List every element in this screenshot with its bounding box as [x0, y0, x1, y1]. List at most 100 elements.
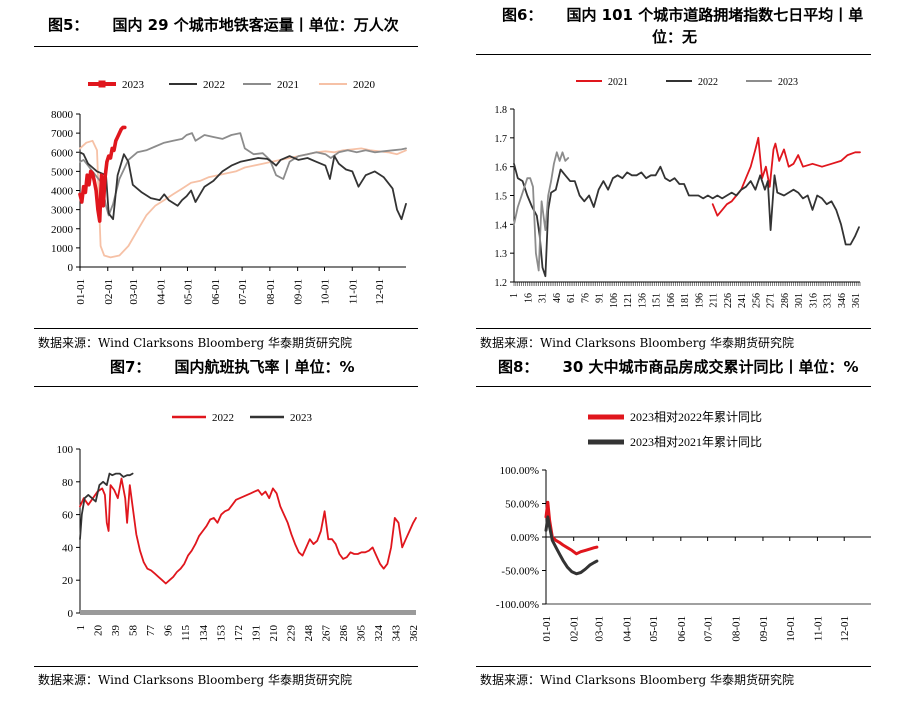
fig8-xtick-label-6: 07-01 — [703, 616, 715, 642]
fig7-xtick-label-5: 96 — [163, 625, 175, 637]
fig7-xtick-label-14: 267 — [321, 625, 333, 642]
fig7-ytick-label-2: 40 — [62, 542, 74, 554]
fig5-ytick-label-8: 8000 — [51, 109, 74, 121]
fig7-xtick-label-7: 134 — [198, 625, 210, 642]
fig5-ytick-label-6: 6000 — [51, 147, 74, 159]
fig6-xtick-label-24: 361 — [851, 293, 862, 308]
fig6-xtick-label-14: 211 — [709, 293, 720, 308]
fig7-xtick-label-17: 324 — [373, 625, 385, 642]
fig5-ytick-label-2: 2000 — [51, 224, 74, 236]
fig6-ytick-label-6: 1.8 — [495, 105, 508, 116]
fig5-legend-label-2021: 2021 — [277, 79, 299, 91]
fig5-xtick-label-0: 01-01 — [75, 279, 87, 305]
fig6-ytick-label-0: 1.2 — [495, 278, 508, 289]
fig5-legend-marker-2023 — [98, 80, 106, 88]
fig6-xtick-label-0: 1 — [509, 293, 520, 298]
fig8-ytick-label-1: -50.00% — [501, 566, 539, 578]
fig6-xtick-label-22: 331 — [823, 293, 834, 308]
fig8-legend-label-1: 2023相对2021年累计同比 — [630, 435, 762, 449]
fig7-ytick-label-3: 60 — [62, 510, 74, 522]
fig8-source: 数据来源：Wind Clarksons Bloomberg 华泰期货研究院 — [480, 673, 794, 687]
fig6-ytick-label-1: 1.3 — [495, 249, 508, 260]
fig7-xtick-label-2: 39 — [110, 625, 122, 637]
fig6-ytick-label-5: 1.7 — [495, 134, 508, 145]
fig5-top-rule — [34, 46, 418, 47]
fig6-label: 图6： — [502, 6, 543, 24]
fig6-top-rule — [476, 54, 871, 55]
fig5-xtick-label-7: 08-01 — [265, 279, 277, 305]
fig5-source: 数据来源：Wind Clarksons Bloomberg 华泰期货研究院 — [38, 336, 352, 350]
fig7-ytick-label-5: 100 — [57, 444, 74, 456]
fig8-bottom-rule — [476, 666, 871, 667]
fig5-series-2021-1 — [79, 132, 407, 217]
fig5-xtick-label-4: 05-01 — [182, 279, 194, 305]
fig6-legend-label-2022: 2022 — [698, 77, 718, 88]
fig8-xtick-label-4: 05-01 — [648, 616, 660, 642]
fig6-legend-label-2021: 2021 — [608, 77, 628, 88]
fig5-bottom-rule — [34, 328, 418, 329]
fig6-series-2023-2 — [513, 151, 570, 272]
fig6-title: 图6： 国内 101 个城市道路拥堵指数七日平均丨单 位：无 — [502, 4, 863, 48]
fig6-xtick-label-16: 241 — [737, 293, 748, 308]
fig8-xtick-label-7: 08-01 — [730, 616, 742, 642]
fig8-xtick-label-0: 01-01 — [541, 616, 553, 642]
fig7-series-2023-1 — [79, 472, 134, 541]
fig8-xtick-label-1: 02-01 — [569, 616, 581, 642]
fig5-xtick-label-6: 07-01 — [237, 279, 249, 305]
fig6-ytick-label-4: 1.6 — [495, 163, 508, 174]
fig6-title-line1: 国内 101 个城市道路拥堵指数七日平均丨单 — [566, 6, 864, 24]
fig6-xtick-label-4: 61 — [566, 293, 577, 303]
fig5-title-text: 国内 29 个城市地铁客运量丨单位：万人次 — [112, 16, 399, 34]
fig8-title-text: 30 大中城市商品房成交累计同比丨单位：% — [562, 358, 859, 376]
fig7-xtick-label-9: 172 — [233, 625, 245, 642]
fig6-xtick-label-8: 121 — [623, 293, 634, 308]
fig7-legend-label-1: 2023 — [290, 412, 313, 424]
fig7-xtick-label-1: 20 — [93, 625, 105, 637]
fig7-xtick-label-19: 362 — [408, 625, 420, 642]
fig8-series-20232021-1 — [544, 515, 599, 576]
fig5-ytick-label-3: 3000 — [51, 205, 74, 217]
fig7-bottom-rule — [34, 666, 418, 667]
fig7-xtick-label-10: 191 — [250, 625, 262, 642]
fig7-xtick-label-15: 286 — [338, 625, 350, 642]
fig8-ytick-label-2: 0.00% — [511, 532, 539, 544]
fig6-series-2022-1 — [513, 162, 860, 278]
fig5-legend-label-2022: 2022 — [203, 79, 225, 91]
fig5-ytick-label-4: 4000 — [51, 186, 74, 198]
fig7-ytick-label-4: 80 — [62, 477, 74, 489]
fig5-xtick-label-1: 02-01 — [103, 279, 115, 305]
fig8-xtick-label-11: 12-01 — [839, 616, 851, 642]
fig6-xtick-label-13: 196 — [694, 293, 705, 308]
fig8-legend-label-0: 2023相对2022年累计同比 — [630, 410, 762, 424]
fig8-xtick-label-8: 09-01 — [758, 616, 770, 642]
fig5-xtick-label-8: 09-01 — [293, 279, 305, 305]
fig8-ytick-label-0: -100.00% — [496, 599, 539, 611]
fig5-xtick-label-5: 06-01 — [210, 279, 222, 305]
fig6-series-2021-0 — [711, 136, 861, 217]
fig6-chart: 2021 2022 2023 1.2 1.3 1.4 1.5 1.6 1.7 1.8 1 16 31 46… — [495, 77, 863, 308]
fig8-xtick-label-10: 11-01 — [812, 616, 824, 641]
fig5-label: 图5： — [48, 16, 89, 34]
fig7-xtick-label-18: 343 — [391, 625, 403, 642]
fig6-xtick-label-17: 256 — [751, 293, 762, 308]
fig5-ytick-label-1: 1000 — [51, 243, 74, 255]
fig6-xtick-label-19: 286 — [780, 293, 791, 308]
fig8-xtick-label-9: 10-01 — [785, 616, 797, 642]
fig5-xtick-label-2: 03-01 — [128, 279, 140, 305]
fig6-title-line2: 位：无 — [652, 28, 698, 46]
fig6-xtick-label-11: 166 — [666, 293, 677, 308]
fig7-x-axis — [80, 610, 416, 615]
fig7-xtick-label-3: 58 — [128, 625, 140, 637]
fig7-legend-label-0: 2022 — [212, 412, 234, 424]
fig8-label: 图8： — [498, 358, 539, 376]
fig7-xtick-label-12: 229 — [285, 625, 297, 642]
fig7-xtick-label-0: 1 — [75, 625, 87, 631]
fig6-legend-label-2023: 2023 — [778, 77, 798, 88]
fig8-xtick-label-5: 06-01 — [676, 616, 688, 642]
fig6-xtick-label-7: 106 — [609, 293, 620, 308]
fig5-chart: 2023 2022 2021 2020 0 1000 2000 3000 4000 5000 600… — [51, 79, 407, 305]
fig6-xtick-label-21: 316 — [808, 293, 819, 308]
fig8-ytick-label-3: 50.00% — [505, 499, 539, 511]
fig6-xtick-label-5: 76 — [580, 293, 591, 303]
fig6-xtick-label-6: 91 — [595, 293, 606, 303]
